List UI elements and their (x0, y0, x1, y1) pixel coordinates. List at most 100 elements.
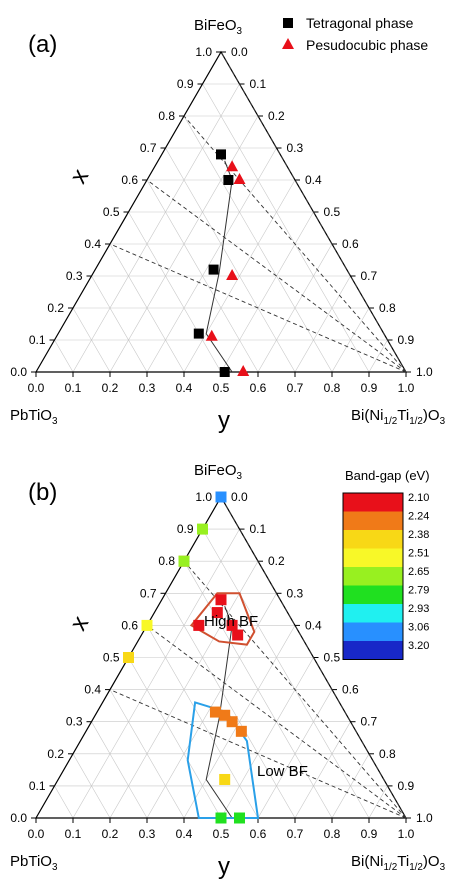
right-tick-label: 0.3 (287, 141, 304, 155)
colorbar-tick-label: 3.06 (408, 622, 429, 634)
grid-line-z (72, 753, 111, 819)
grid-line-y (294, 721, 351, 819)
grid-line-z (72, 307, 111, 373)
bandgap-point (197, 523, 208, 535)
left-tick-label: 1.0 (195, 490, 212, 504)
low-bf-label: Low BF (257, 763, 308, 780)
grid-line-y (368, 339, 388, 373)
left-tick-label: 0.2 (47, 747, 64, 761)
tetragonal-point (223, 175, 234, 185)
ternary-ticks (31, 51, 411, 377)
bottom-tick-label: 0.6 (250, 827, 267, 841)
bottom-tick-label: 1.0 (398, 381, 415, 395)
grid-line-z (109, 689, 185, 819)
right-tick-label: 0.6 (342, 237, 359, 251)
legend-label-pseudocubic: Pesudocubic phase (306, 37, 428, 53)
left-tick-label: 0.7 (140, 586, 157, 600)
left-tick-label: 0.4 (84, 237, 101, 251)
bottom-tick-label: 0.3 (139, 827, 156, 841)
grid-line-y (146, 147, 277, 373)
right-tick-label: 1.0 (416, 811, 433, 825)
vertex-label-left: PbTiO3 (10, 853, 58, 873)
high-bf-region-outline (189, 592, 256, 646)
y-axis-label: x (65, 611, 94, 635)
panel-b: 0.0 0.1 0.2 0.3 0.4 0.5 0.6 0.7 0.8 0.9 1.0 0.0 0.1 0… (10, 462, 446, 880)
vertex-label-right-part-5: 3 (440, 416, 446, 427)
right-tick-label: 0.4 (305, 173, 322, 187)
bandgap-point (178, 555, 190, 567)
bottom-tick-label: 0.0 (28, 827, 45, 841)
bottom-tick-label: 0.8 (324, 381, 341, 395)
bottom-tick-label: 0.7 (287, 827, 304, 841)
left-tick-label: 0.0 (10, 811, 27, 825)
legend-marker-pseudocubic (282, 38, 294, 49)
left-tick-label: 0.3 (66, 269, 83, 283)
right-tick-label: 0.5 (324, 651, 341, 665)
dashed-guide-line (109, 689, 407, 819)
bottom-tick-label: 0.9 (361, 381, 378, 395)
grid-line-y (72, 528, 240, 819)
colorbar-tick-label: 2.10 (408, 492, 429, 504)
panel-label: (b) (28, 479, 57, 506)
colorbar-tick-label: 2.51 (408, 548, 429, 560)
vertex-label-right-part-0: Bi(Ni (351, 407, 384, 424)
colorbar-title: Band-gap (eV) (345, 468, 430, 483)
bottom-tick-label: 0.1 (65, 827, 82, 841)
colorbar-segment (343, 641, 403, 660)
bottom-tick-label: 0.3 (139, 381, 156, 395)
dashed-guide-line (220, 496, 407, 819)
left-tick-label: 0.5 (103, 205, 120, 219)
grid-line-y (257, 689, 333, 819)
left-tick-label: 0.6 (121, 618, 138, 632)
grid-line-y (368, 785, 388, 819)
left-tick-label: 0.2 (47, 301, 64, 315)
vertex-label-top-part-0: BiFeO (194, 17, 237, 34)
bandgap-point (211, 607, 223, 619)
right-tick-label: 1.0 (416, 365, 433, 379)
right-tick-label: 0.3 (287, 586, 304, 600)
bandgap-point (215, 594, 227, 606)
right-tick-label: 0.8 (379, 747, 396, 761)
vertex-label-right-part-4: )O (423, 407, 440, 424)
bandgap-point (219, 709, 231, 721)
bandgap-point (235, 725, 247, 737)
colorbar: Band-gap (eV) 2.10 2.24 2.38 2.51 2.65 2.79 2.9… (342, 468, 430, 660)
colorbar-tick-label: 3.20 (408, 640, 429, 652)
vertex-label-top-part-0: BiFeO (194, 462, 237, 479)
dashed-guide-line (220, 51, 407, 373)
grid-line-z (202, 83, 370, 373)
vertex-label-top: BiFeO3 (194, 462, 243, 482)
left-tick-label: 0.6 (121, 173, 138, 187)
vertex-label-left: PbTiO3 (10, 407, 58, 427)
grid-line-y (220, 211, 314, 373)
right-tick-label: 0.7 (361, 715, 378, 729)
panel-a: 0.0 0.1 0.2 0.3 0.4 0.5 0.6 0.7 0.8 0.9 1.0 0.0 0.1 0… (10, 15, 446, 434)
vertex-label-right-part-5: 3 (440, 862, 446, 873)
grid-line-y (331, 307, 370, 373)
grid-line-z (165, 147, 296, 373)
vertex-label-right-part-3: 1/2 (409, 862, 423, 873)
grid-line-z (54, 339, 74, 373)
grid-line-y (257, 243, 333, 373)
bottom-tick-label: 0.8 (324, 827, 341, 841)
right-tick-label: 0.0 (231, 45, 248, 59)
vertex-label-right-part-1: 1/2 (384, 862, 398, 873)
left-tick-label: 0.9 (177, 522, 194, 536)
colorbar-segment (343, 585, 403, 604)
grid-line-z (91, 275, 148, 373)
vertex-label-right-part-4: )O (423, 853, 440, 870)
vertex-label-right: Bi(Ni1/2Ti1/2)O3 (351, 853, 446, 873)
colorbar-tick-label: 2.65 (408, 566, 429, 578)
bandgap-point (226, 619, 238, 631)
bottom-tick-label: 0.5 (213, 381, 230, 395)
left-tick-label: 0.7 (140, 141, 157, 155)
legend-marker-tetragonal (283, 18, 293, 28)
bandgap-point (193, 619, 205, 631)
bottom-tick-label: 0.6 (250, 381, 267, 395)
vertex-label-right-part-0: Bi(Ni (351, 853, 384, 870)
left-tick-label: 1.0 (195, 45, 212, 59)
vertex-label-right-part-2: Ti (397, 407, 409, 424)
left-tick-label: 0.9 (177, 77, 194, 91)
grid-line-z (54, 785, 74, 819)
